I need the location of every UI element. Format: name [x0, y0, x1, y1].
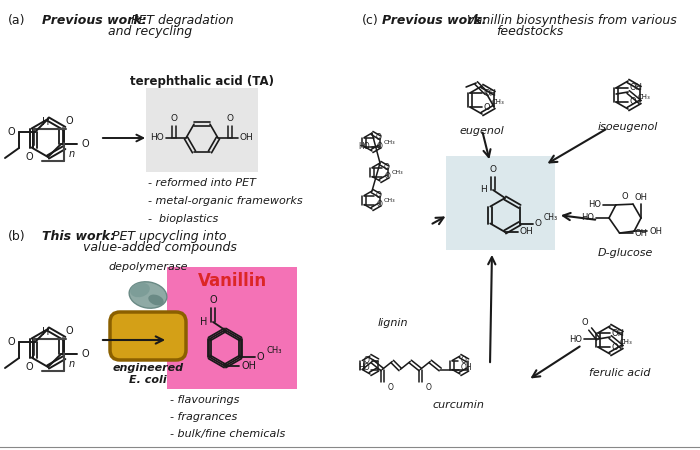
Text: O: O — [582, 318, 588, 327]
Text: O: O — [171, 114, 178, 123]
Text: value-added compounds: value-added compounds — [83, 241, 237, 254]
Text: Vanillin: Vanillin — [197, 272, 267, 290]
Ellipse shape — [148, 295, 164, 306]
Text: O: O — [375, 191, 381, 200]
Text: O: O — [81, 349, 89, 359]
Text: O: O — [25, 152, 33, 162]
Text: O: O — [425, 383, 431, 392]
Text: O: O — [630, 98, 636, 107]
Text: OH: OH — [612, 328, 625, 338]
Text: ferulic acid: ferulic acid — [589, 368, 651, 378]
Text: O: O — [384, 172, 390, 181]
Text: (c): (c) — [362, 14, 379, 27]
Text: O: O — [66, 116, 74, 126]
Text: PET degradation: PET degradation — [127, 14, 234, 27]
Text: CH₃: CH₃ — [638, 94, 650, 100]
Text: O: O — [383, 163, 389, 172]
Text: OH: OH — [634, 229, 648, 238]
Text: O: O — [535, 219, 542, 228]
Text: OH: OH — [484, 89, 497, 98]
Text: OH: OH — [634, 193, 648, 202]
Text: D-glucose: D-glucose — [597, 248, 652, 258]
Text: - bulk/fine chemicals: - bulk/fine chemicals — [170, 429, 286, 439]
Text: O: O — [257, 352, 264, 362]
Text: - reformed into PET: - reformed into PET — [148, 178, 256, 188]
Text: CH₃: CH₃ — [383, 140, 395, 144]
Text: This work:: This work: — [42, 230, 115, 243]
Text: O: O — [621, 192, 628, 201]
Ellipse shape — [130, 282, 167, 308]
Text: HO: HO — [569, 334, 582, 343]
Text: - flavourings: - flavourings — [170, 395, 239, 405]
Text: O: O — [484, 103, 491, 112]
Text: O: O — [227, 114, 234, 123]
Text: O: O — [460, 356, 466, 365]
FancyBboxPatch shape — [446, 156, 555, 250]
Text: OH: OH — [520, 228, 533, 237]
Text: O: O — [612, 342, 619, 351]
Text: O: O — [209, 295, 217, 305]
Text: n: n — [69, 359, 75, 369]
Text: O: O — [376, 142, 382, 151]
Text: eugenol: eugenol — [460, 126, 505, 136]
Text: O: O — [375, 133, 381, 142]
Text: O: O — [387, 383, 393, 392]
Text: OH: OH — [649, 227, 662, 236]
Text: engineered
E. coli: engineered E. coli — [113, 363, 183, 385]
Text: HO: HO — [588, 200, 601, 209]
Text: Vanillin biosynthesis from various: Vanillin biosynthesis from various — [463, 14, 677, 27]
Text: HO: HO — [581, 213, 594, 222]
Text: - metal-organic frameworks: - metal-organic frameworks — [148, 196, 302, 206]
Text: isoeugenol: isoeugenol — [598, 122, 658, 132]
Text: -  bioplastics: - bioplastics — [148, 214, 218, 224]
Text: O: O — [364, 356, 370, 365]
Text: CH₃: CH₃ — [544, 212, 558, 221]
FancyBboxPatch shape — [110, 312, 186, 360]
Text: (a): (a) — [8, 14, 25, 27]
Text: O: O — [489, 165, 496, 174]
Text: Previous work:: Previous work: — [42, 14, 147, 27]
Text: CH₃: CH₃ — [620, 339, 633, 345]
Text: O: O — [8, 337, 15, 347]
FancyBboxPatch shape — [146, 88, 258, 172]
Text: Previous work:: Previous work: — [382, 14, 486, 27]
Text: H: H — [480, 185, 487, 194]
Text: terephthalic acid (TA): terephthalic acid (TA) — [130, 75, 274, 88]
Text: O: O — [66, 326, 74, 336]
Text: curcumin: curcumin — [432, 400, 484, 410]
Ellipse shape — [130, 283, 150, 297]
Text: HO: HO — [358, 142, 370, 151]
Text: O: O — [81, 139, 89, 149]
Text: H: H — [42, 327, 50, 337]
Text: CH₃: CH₃ — [383, 198, 395, 203]
Text: and recycling: and recycling — [108, 25, 192, 38]
FancyBboxPatch shape — [167, 267, 297, 389]
Text: CH₃: CH₃ — [391, 170, 402, 175]
Text: OH: OH — [241, 361, 256, 371]
Text: O: O — [376, 200, 382, 209]
Text: OH: OH — [630, 84, 643, 93]
Text: feedstocks: feedstocks — [496, 25, 564, 38]
Text: PET upcycling into: PET upcycling into — [104, 230, 227, 243]
Text: depolymerase: depolymerase — [108, 262, 188, 272]
Text: - fragrances: - fragrances — [170, 412, 237, 422]
Text: O: O — [8, 127, 15, 137]
Text: HO: HO — [358, 363, 370, 372]
Text: lignin: lignin — [378, 318, 409, 328]
Text: HO: HO — [150, 134, 164, 143]
Text: H: H — [199, 317, 207, 327]
Text: O: O — [25, 362, 33, 372]
Text: (b): (b) — [8, 230, 26, 243]
Text: OH: OH — [460, 363, 472, 372]
Text: CH₃: CH₃ — [492, 99, 505, 105]
Text: CH₃: CH₃ — [267, 346, 282, 355]
Text: n: n — [69, 149, 75, 159]
Text: OH: OH — [240, 134, 253, 143]
Text: H: H — [42, 117, 50, 127]
